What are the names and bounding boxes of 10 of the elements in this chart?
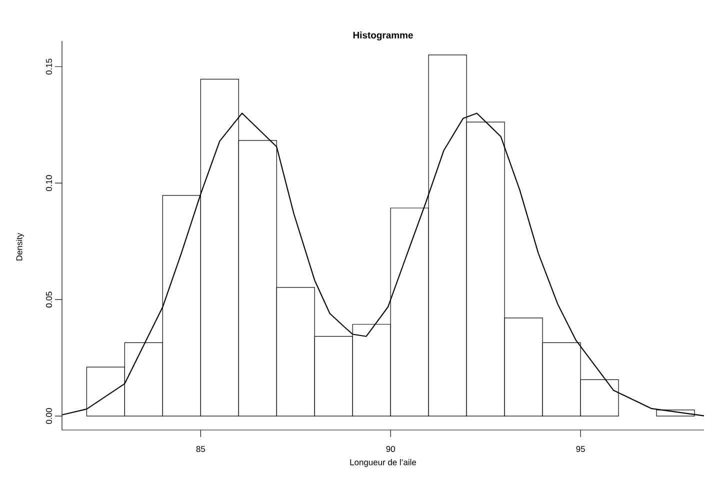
y-axis-title: Density bbox=[16, 232, 24, 260]
y-tick-label: 0.15 bbox=[46, 58, 52, 75]
x-tick-label: 95 bbox=[576, 446, 585, 452]
y-tick-label: 0.05 bbox=[46, 292, 52, 308]
y-tick-label: 0.10 bbox=[46, 175, 52, 191]
x-axis-title: Longueur de l’aile bbox=[350, 459, 416, 467]
chart-title: Histogramme bbox=[353, 32, 413, 40]
y-tick-label: 0.00 bbox=[46, 408, 52, 424]
x-tick-label: 90 bbox=[386, 446, 395, 452]
x-tick-label: 85 bbox=[196, 446, 206, 452]
